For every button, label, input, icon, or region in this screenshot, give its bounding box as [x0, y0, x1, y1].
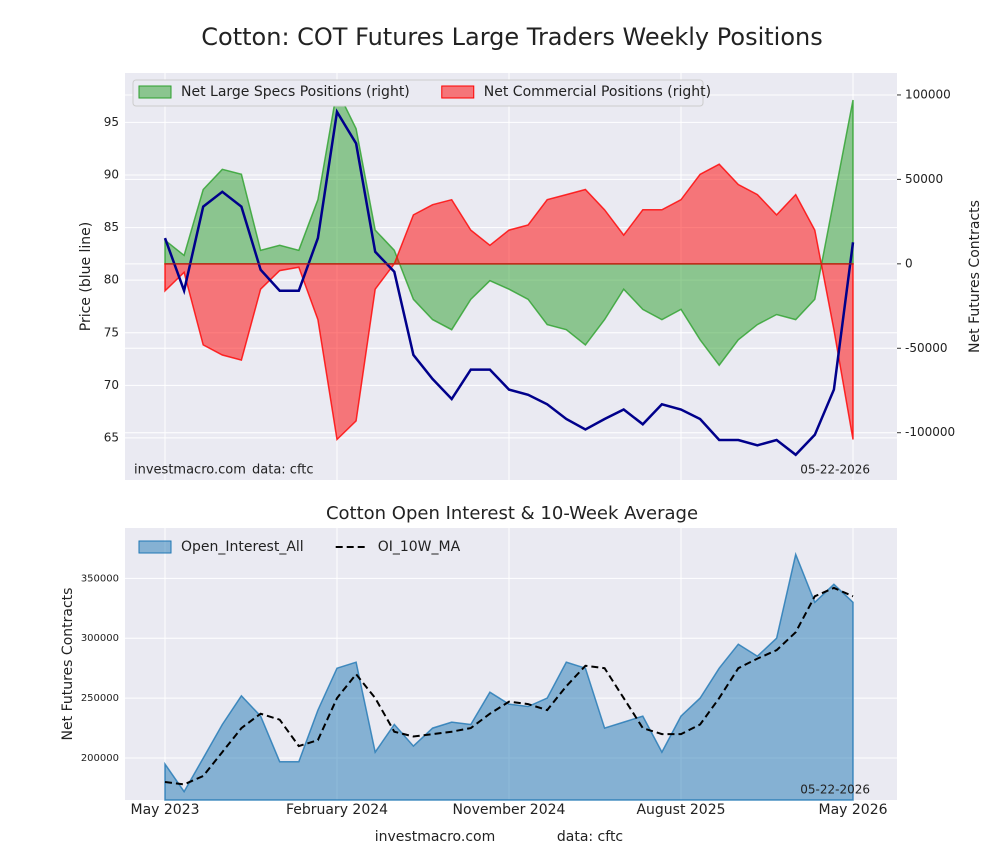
legend-label: Open_Interest_All — [181, 539, 304, 555]
date-label: 05-22-2026 — [800, 783, 870, 797]
legend-swatch — [138, 540, 172, 554]
line — [164, 586, 854, 786]
y-tick-label: 200000 — [81, 753, 119, 764]
line — [163, 108, 855, 457]
y2-tick-label: 100000 — [905, 87, 951, 101]
watermark: investmacro.com — [134, 463, 246, 478]
area — [164, 163, 854, 442]
y2-axis-label: Net Futures Contracts — [967, 200, 983, 353]
x-tick-label: November 2024 — [453, 802, 566, 818]
legend-swatch — [441, 85, 475, 99]
y-tick-label: 95 — [104, 115, 119, 129]
y-tick-label: 70 — [104, 378, 119, 392]
y-tick-label: 90 — [104, 168, 119, 182]
legend-label: Net Large Specs Positions (right) — [181, 84, 410, 100]
chart-title: Cotton: COT Futures Large Traders Weekly… — [201, 23, 822, 51]
area — [164, 551, 854, 801]
legend-box — [132, 79, 704, 107]
y-tick-label: 250000 — [81, 693, 119, 704]
x-tick-label: May 2026 — [818, 802, 887, 818]
legend-label: Net Commercial Positions (right) — [484, 84, 711, 100]
x-tick-label: August 2025 — [636, 802, 725, 818]
y2-tick-label: 50000 — [905, 172, 943, 186]
y-axis-label: Net Futures Contracts — [60, 588, 76, 741]
area — [164, 87, 854, 367]
y-axis-label: Price (blue line) — [78, 222, 94, 332]
footer-source: data: cftc — [557, 829, 623, 845]
y-tick-label: 75 — [104, 325, 119, 339]
y-tick-label: 300000 — [81, 633, 119, 644]
y-tick-label: 80 — [104, 273, 119, 287]
y2-tick-label: -50000 — [905, 341, 948, 355]
chart-title: Cotton Open Interest & 10-Week Average — [326, 503, 698, 524]
y-tick-label: 85 — [104, 220, 119, 234]
footer-site: investmacro.com — [375, 829, 495, 845]
x-tick-label: February 2024 — [286, 802, 388, 818]
y2-tick-label: -100000 — [905, 425, 955, 439]
source: data: cftc — [252, 463, 314, 478]
y-tick-label: 350000 — [81, 573, 119, 584]
x-tick-label: May 2023 — [130, 802, 199, 818]
y-tick-label: 65 — [104, 430, 119, 444]
y2-tick-label: 0 — [905, 256, 913, 270]
legend-swatch — [138, 85, 172, 99]
legend-label: OI_10W_MA — [378, 539, 461, 555]
date-label: 05-22-2026 — [800, 463, 870, 477]
